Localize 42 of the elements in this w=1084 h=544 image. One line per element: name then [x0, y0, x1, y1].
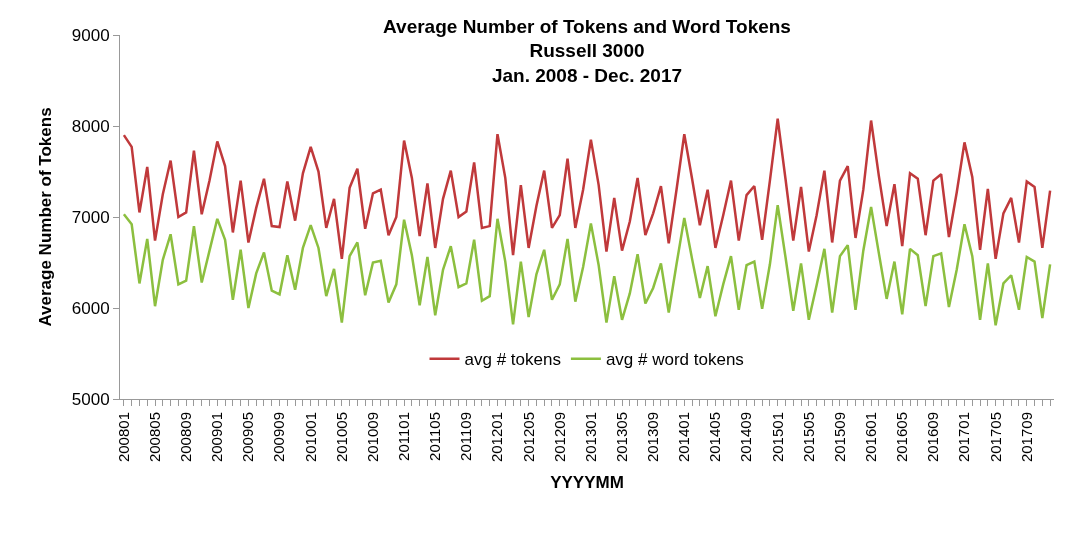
chart-title: Average Number of Tokens and Word Tokens Russell 3000 Jan. 2008 - Dec. 2017: [383, 15, 791, 87]
x-tick-label: 201709: [1017, 412, 1035, 463]
x-tick-label: 201605: [893, 412, 911, 463]
y-tick-label: 8000: [71, 116, 110, 136]
x-tick-label: 201101: [394, 412, 412, 461]
x-tick-label: 201505: [799, 412, 817, 463]
x-tick-label: 201001: [301, 412, 319, 463]
x-tick-label: 201005: [332, 412, 350, 463]
x-tick-label: 201205: [519, 412, 537, 463]
x-tick-label: 201105: [426, 412, 444, 461]
x-tick-label: 201401: [675, 412, 693, 463]
x-tick-label: 201701: [955, 412, 973, 463]
x-tick-label: 200805: [145, 412, 163, 463]
x-tick-label: 200909: [270, 412, 288, 463]
x-tick-label: 200801: [114, 412, 132, 463]
x-tick-label: 201609: [924, 412, 942, 463]
x-tick-label: 201601: [861, 412, 879, 463]
y-tick-label: 6000: [71, 298, 110, 318]
x-tick-label: 200905: [239, 412, 257, 463]
x-tick-label: 201509: [830, 412, 848, 463]
x-tick-label: 201301: [581, 412, 599, 463]
x-tick-label: 201109: [457, 412, 475, 461]
line-series: [122, 203, 1052, 327]
y-tick-label: 7000: [71, 207, 110, 227]
legend-label: avg # tokens: [464, 350, 561, 370]
legend-label: avg # word tokens: [605, 350, 744, 370]
x-tick-label: 201309: [644, 412, 662, 463]
x-tick-label: 201305: [612, 412, 630, 463]
y-tick-label: 9000: [71, 25, 110, 45]
x-tick-label: 201201: [488, 412, 506, 463]
line-series: [122, 117, 1052, 261]
x-tick-label: 201501: [768, 412, 786, 463]
x-tick-label: 201409: [737, 412, 755, 463]
x-tick-label: 201705: [986, 412, 1004, 463]
x-tick-label: 201405: [706, 412, 724, 463]
x-axis-title: YYYYMM: [550, 473, 624, 493]
x-tick-label: 200809: [177, 412, 195, 463]
y-axis-title: Average Number of Tokens: [36, 107, 56, 327]
x-tick-label: 200901: [208, 412, 226, 463]
y-tick-label: 5000: [71, 389, 110, 409]
x-tick-label: 201009: [363, 412, 381, 463]
x-tick-label: 201209: [550, 412, 568, 463]
